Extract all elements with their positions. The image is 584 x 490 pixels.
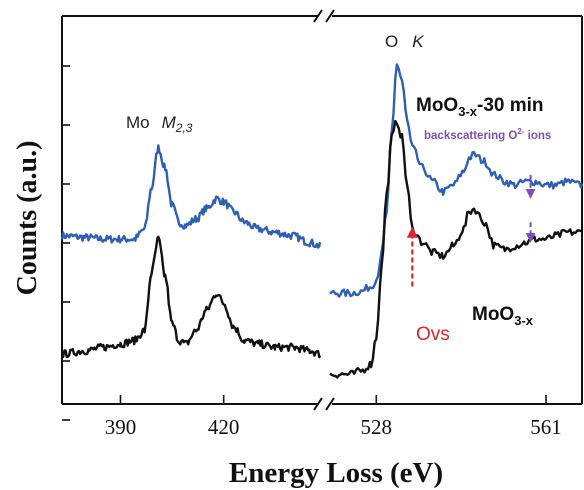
annotation-backscattering-suffix: ions bbox=[524, 130, 551, 142]
axis-break-mark bbox=[313, 9, 323, 23]
edge-subscript-23: 2,3 bbox=[175, 121, 193, 135]
axis-break-mark bbox=[313, 397, 323, 411]
x-tick-label: 390 bbox=[105, 415, 137, 439]
series-label-30min-main: MoO bbox=[416, 95, 458, 116]
x-tick-label: 528 bbox=[361, 415, 393, 439]
plot-frame bbox=[61, 9, 583, 411]
x-axis-label: Energy Loss (eV) bbox=[229, 457, 443, 489]
edge-symbol-m: M bbox=[162, 113, 177, 132]
annotation-ovs: Ovs bbox=[416, 324, 450, 345]
series-line-moo3x-30min-mo-edge bbox=[60, 144, 322, 249]
series-label-30min-sub: 3-x bbox=[458, 104, 478, 119]
series-label-30min-suffix: -30 min bbox=[477, 95, 544, 116]
edge-label-mo: Mo M2,3 bbox=[126, 113, 193, 135]
annotation-backscattering: backscattering O2- ions bbox=[424, 127, 551, 142]
ticks-layer: 390 420 528 561 bbox=[62, 65, 562, 439]
series-line-moo3x-30min-o-edge bbox=[329, 63, 584, 298]
series-label-moo3x: MoO3-x bbox=[472, 304, 534, 328]
axis-break-mark bbox=[325, 9, 335, 23]
axis-break-mark bbox=[325, 397, 335, 411]
edge-element-mo: Mo bbox=[126, 113, 150, 132]
y-axis-label: Counts (a.u.) bbox=[12, 141, 43, 296]
series-layer bbox=[60, 63, 584, 379]
edge-symbol-k: K bbox=[412, 32, 424, 51]
annotation-backscattering-sup: 2- bbox=[517, 127, 524, 136]
series-line-moo3x-mo-edge bbox=[61, 235, 322, 359]
series-line-moo3x-o-edge bbox=[329, 119, 583, 379]
x-tick-label: 561 bbox=[530, 415, 562, 439]
x-tick-label: 420 bbox=[208, 415, 240, 439]
annotation-backscattering-text: backscattering O bbox=[424, 130, 517, 142]
edge-element-o: O bbox=[385, 32, 398, 51]
series-label-moo3x-sub: 3-x bbox=[514, 313, 534, 328]
series-label-30min: MoO3-x-30 min bbox=[416, 95, 544, 119]
series-label-moo3x-main: MoO bbox=[472, 304, 514, 325]
annotation-arrows bbox=[406, 174, 536, 287]
